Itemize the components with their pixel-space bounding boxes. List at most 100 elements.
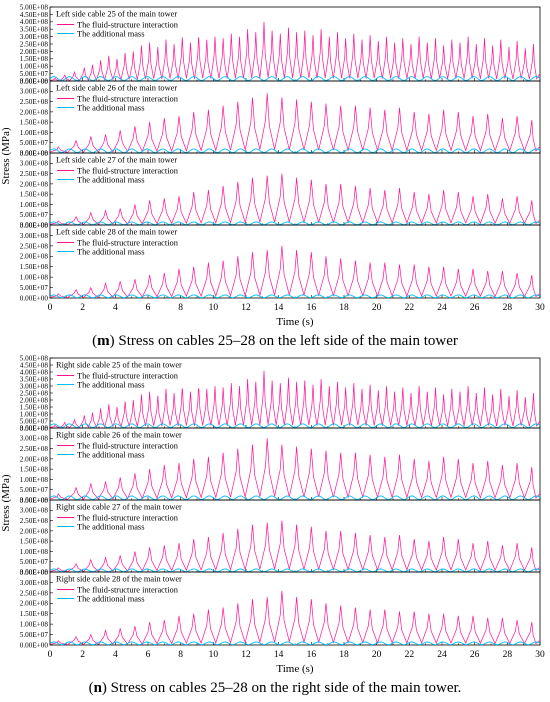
series-fluid-structure-interaction [49, 21, 541, 82]
y-tick-label: 1.00E+08 [20, 548, 49, 556]
x-axis-label: Time (s) [276, 316, 314, 328]
legend-label-fsi: The fluid-structure interaction [77, 167, 179, 176]
x-tick-label: 24 [437, 650, 447, 660]
y-tick-label: 1.00E+08 [20, 274, 49, 282]
panel-1: 0.00E+005.00E+071.00E+081.50E+082.00E+08… [20, 3, 541, 85]
caption-label: m [97, 333, 110, 349]
x-tick-label: 14 [274, 650, 284, 660]
series-fluid-structure-interaction [49, 245, 541, 299]
caption-paren: ( [92, 333, 97, 349]
y-tick-label: 4.00E+08 [20, 368, 49, 376]
y-tick-label: 0.00E+00 [20, 568, 49, 576]
legend-background [53, 8, 203, 38]
y-tick-label: 5.00E+07 [20, 631, 49, 639]
panel-title: Right side cable 28 of the main tower [56, 575, 182, 584]
x-tick-label: 14 [274, 303, 284, 313]
x-tick-label: 22 [405, 650, 415, 660]
y-tick-label: 2.50E+08 [20, 589, 49, 597]
x-tick-label: 18 [339, 303, 349, 313]
y-axis-label: Stress (MPa) [0, 474, 12, 531]
y-tick-label: 0.00E+00 [20, 77, 49, 85]
x-tick-label: 10 [209, 650, 219, 660]
legend-label-additional-mass: The additional mass [77, 176, 144, 185]
x-tick-label: 18 [339, 650, 349, 660]
x-tick-label: 0 [48, 650, 53, 660]
x-tick-label: 16 [307, 650, 317, 660]
panel-3: 0.00E+00 5.00E+07 1.00E+08 1.50E+08 2.00E+08… [20, 496, 541, 576]
legend-label-additional-mass: The additional mass [77, 595, 144, 604]
y-tick-label: 1.00E+08 [20, 63, 49, 71]
y-tick-label: 3.50E+08 [20, 77, 49, 85]
x-tick-label: 28 [503, 303, 513, 313]
y-tick-label: 5.00E+07 [20, 417, 49, 425]
caption-text: ) Stress on cables 25–28 on the right si… [102, 680, 462, 696]
x-tick-label: 24 [437, 303, 447, 313]
x-tick-label: 6 [146, 650, 151, 660]
x-tick-label: 6 [146, 303, 151, 313]
y-tick-label: 2.00E+08 [20, 180, 49, 188]
series-fluid-structure-interaction [49, 370, 541, 429]
y-tick-label: 3.00E+08 [20, 232, 49, 240]
y-tick-label: 1.50E+08 [20, 403, 49, 411]
y-tick-label: 0.00E+00 [20, 149, 49, 157]
x-tick-label: 12 [241, 650, 251, 660]
series-additional-mass [49, 568, 541, 573]
panel-title: Right side cable 27 of the main tower [56, 503, 182, 512]
legend-label-fsi: The fluid-structure interaction [77, 442, 179, 451]
caption-text: ) Stress on cables 25–28 on the left sid… [110, 333, 458, 349]
legend-label-additional-mass: The additional mass [77, 523, 144, 532]
y-tick-label: 0.00E+00 [20, 221, 49, 229]
y-tick-label: 3.50E+08 [20, 568, 49, 576]
legend-label-fsi: The fluid-structure interaction [77, 95, 179, 104]
legend-background [53, 501, 203, 531]
legend-label-fsi: The fluid-structure interaction [77, 239, 179, 248]
x-tick-label: 4 [113, 303, 118, 313]
caption-paren: ( [89, 680, 94, 696]
x-tick-label: 2 [80, 650, 85, 660]
panel-1: 0.00E+005.00E+071.00E+081.50E+082.00E+08… [20, 354, 541, 432]
x-tick-label: 8 [178, 650, 183, 660]
y-tick-label: 3.00E+08 [20, 33, 49, 41]
series-fluid-structure-interaction [49, 590, 541, 646]
y-tick-label: 2.50E+08 [20, 98, 49, 106]
y-tick-label: 5.00E+07 [20, 139, 49, 147]
legend-label-additional-mass: The additional mass [77, 104, 144, 113]
x-tick-label: 10 [209, 303, 219, 313]
x-tick-label: 4 [113, 650, 118, 660]
y-tick-label: 0.00E+00 [20, 641, 49, 649]
y-tick-label: 5.00E+07 [20, 558, 49, 566]
series-fluid-structure-interaction [49, 438, 541, 501]
y-tick-label: 3.00E+08 [20, 507, 49, 515]
y-tick-label: 4.50E+08 [20, 11, 49, 19]
x-tick-label: 20 [372, 303, 382, 313]
y-tick-label: 3.50E+08 [20, 496, 49, 504]
y-tick-label: 2.50E+08 [20, 389, 49, 397]
panel-4: 0.00E+00 5.00E+07 1.00E+08 1.50E+08 2.00E+08… [20, 568, 541, 649]
x-tick-label: 20 [372, 650, 382, 660]
x-tick-label: 26 [470, 303, 480, 313]
y-tick-label: 0.00E+00 [20, 294, 49, 302]
legend-label-additional-mass: The additional mass [77, 451, 144, 460]
series-fluid-structure-interaction [49, 173, 541, 226]
panel-title: Left side cable 25 of the main tower [56, 10, 177, 19]
panel-title: Right side cable 26 of the main tower [56, 431, 182, 440]
x-tick-label: 12 [241, 303, 251, 313]
figure-n: 0.00E+005.00E+071.00E+081.50E+082.00E+08… [0, 354, 545, 696]
y-tick-label: 1.50E+08 [20, 191, 49, 199]
y-tick-label: 1.50E+08 [20, 466, 49, 474]
figure-caption: (n) Stress on cables 25–28 on the right … [89, 680, 462, 696]
panel-4: 0.00E+00 5.00E+07 1.00E+08 1.50E+08 2.00E+08… [20, 221, 541, 302]
y-tick-label: 2.00E+08 [20, 455, 49, 463]
y-tick-label: 2.50E+08 [20, 40, 49, 48]
series-additional-mass [49, 641, 541, 646]
x-tick-label: 2 [80, 303, 85, 313]
y-tick-label: 3.50E+08 [20, 375, 49, 383]
panel-title: Left side cable 28 of the main tower [56, 228, 177, 237]
y-tick-label: 1.50E+08 [20, 55, 49, 63]
series-additional-mass [49, 294, 541, 299]
y-tick-label: 2.50E+08 [20, 517, 49, 525]
legend-background [53, 573, 203, 603]
y-tick-label: 3.50E+08 [20, 221, 49, 229]
y-tick-label: 1.00E+08 [20, 410, 49, 418]
